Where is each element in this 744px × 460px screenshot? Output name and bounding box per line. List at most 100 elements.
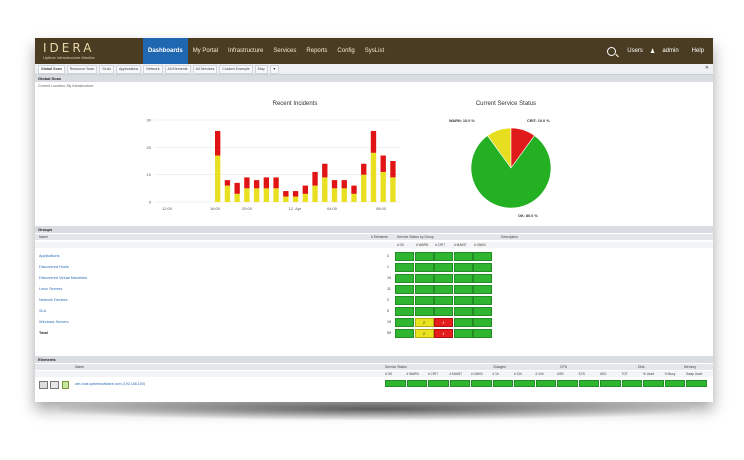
group-status-cell[interactable] <box>453 318 473 327</box>
search-icon[interactable] <box>607 46 617 56</box>
group-status-cell[interactable] <box>473 307 492 316</box>
group-status-cell[interactable] <box>434 285 453 294</box>
group-status-cell[interactable] <box>453 285 473 294</box>
monitor-icon[interactable] <box>50 381 59 389</box>
group-status-cell[interactable] <box>395 263 414 272</box>
element-status-cell[interactable] <box>492 380 513 387</box>
element-status-cell[interactable] <box>578 380 599 387</box>
help-link[interactable]: Help <box>691 48 704 54</box>
group-status-cell[interactable] <box>395 307 414 316</box>
group-status-cell[interactable] <box>414 285 434 294</box>
element-status-cell[interactable] <box>449 380 470 387</box>
group-status-cell[interactable] <box>434 296 453 305</box>
group-status-cell[interactable] <box>473 296 492 305</box>
group-status-cell[interactable] <box>473 318 492 327</box>
tab-map[interactable]: Map <box>254 64 268 74</box>
group-status-cell[interactable] <box>414 263 434 272</box>
group-name-link[interactable]: Network Devices <box>39 298 68 302</box>
group-status-cell[interactable]: 4 <box>434 318 453 327</box>
group-status-cell[interactable]: 2 <box>414 329 434 338</box>
group-status-cell[interactable] <box>453 296 473 305</box>
element-status-cell[interactable] <box>621 380 642 387</box>
nav-tab-config[interactable]: Config <box>337 48 355 54</box>
col-elements[interactable]: # Elements <box>371 235 388 239</box>
tab-applications[interactable]: Applications <box>115 64 142 74</box>
col-name[interactable]: Name <box>39 235 49 239</box>
element-status-cell[interactable] <box>406 380 427 387</box>
nav-tab-my-portal[interactable]: My Portal <box>192 48 219 54</box>
group-status-cell[interactable] <box>414 307 434 316</box>
element-status-cell[interactable] <box>686 380 707 387</box>
nav-tab-infrastructure[interactable]: Infrastructure <box>228 48 264 54</box>
group-row[interactable]: Total 59 2 4 <box>35 329 713 339</box>
group-status-cell[interactable] <box>473 252 492 261</box>
group-name-link[interactable]: SLA <box>39 309 47 313</box>
group-status-cell[interactable] <box>434 274 453 283</box>
group-status-cell[interactable] <box>414 296 434 305</box>
group-status-cell[interactable]: 4 <box>434 329 453 338</box>
nav-tab-services[interactable]: Services <box>273 48 297 54</box>
element-status-cell[interactable] <box>535 380 556 387</box>
group-row[interactable]: Windows Servers 19 2 4 <box>35 318 713 328</box>
group-status-cell[interactable] <box>453 252 473 261</box>
graph-icon[interactable] <box>39 381 48 389</box>
element-status-cell[interactable] <box>471 380 492 387</box>
tab-network[interactable]: Network <box>143 64 163 74</box>
group-status-cell[interactable] <box>453 274 473 283</box>
group-status-cell[interactable] <box>414 252 434 261</box>
group-status-cell[interactable] <box>473 285 492 294</box>
group-status-cell[interactable] <box>473 274 492 283</box>
tab-all-services[interactable]: All Services <box>192 64 218 74</box>
element-status-cell[interactable] <box>557 380 578 387</box>
group-name-link[interactable]: Applications <box>39 254 60 258</box>
nav-tab-reports[interactable]: Reports <box>306 48 328 54</box>
group-status-cell[interactable] <box>395 252 414 261</box>
group-status-cell[interactable] <box>395 296 414 305</box>
element-status-cell[interactable] <box>514 380 535 387</box>
group-status-cell[interactable] <box>395 285 414 294</box>
group-name-link[interactable]: Linux Servers <box>39 287 63 291</box>
group-status-cell[interactable] <box>473 263 492 272</box>
group-status-cell[interactable] <box>453 263 473 272</box>
group-status-cell[interactable] <box>395 329 414 338</box>
element-name-link[interactable]: win-host.uptimesoftware.com (192.168.100… <box>75 382 145 386</box>
group-status-cell[interactable] <box>395 318 414 327</box>
element-status-cell[interactable] <box>664 380 685 387</box>
group-status-cell[interactable] <box>453 307 473 316</box>
group-name-link[interactable]: Discovered Hosts <box>39 265 69 269</box>
group-row[interactable]: Discovered Hosts 1 <box>35 263 713 273</box>
group-row[interactable]: Network Devices 2 <box>35 296 713 306</box>
group-row[interactable]: Applications 3 <box>35 252 713 262</box>
group-status-cell[interactable] <box>395 274 414 283</box>
users-link[interactable]: Users <box>627 48 643 54</box>
element-status-cell[interactable] <box>643 380 664 387</box>
group-row[interactable]: Discovered Virtual Machines 19 <box>35 274 713 284</box>
group-status-cell[interactable] <box>434 252 453 261</box>
nav-tab-dashboards[interactable]: Dashboards <box>143 38 188 64</box>
tab-custom-example[interactable]: Custom Example <box>219 64 253 74</box>
close-icon[interactable]: ✕ <box>704 65 709 71</box>
el-col-name[interactable]: Name <box>75 365 85 369</box>
tab-resource-scan[interactable]: Resource Scan <box>66 64 98 74</box>
group-status-cell[interactable] <box>434 263 453 272</box>
group-status-cell[interactable]: 2 <box>414 318 434 327</box>
element-status-cell[interactable] <box>385 380 406 387</box>
group-status-cell[interactable] <box>434 307 453 316</box>
element-status-cell[interactable] <box>428 380 449 387</box>
group-status-cell[interactable] <box>453 329 473 338</box>
add-tab-icon[interactable]: ▼ <box>269 64 280 74</box>
nav-tab-syslist[interactable]: SysList <box>364 48 385 54</box>
element-row[interactable]: win-host.uptimesoftware.com (192.168.100… <box>35 380 713 392</box>
group-name-link[interactable]: Discovered Virtual Machines <box>39 276 88 280</box>
group-row[interactable]: SLA 0 <box>35 307 713 317</box>
element-status-cell[interactable] <box>600 380 621 387</box>
group-name-link[interactable]: Windows Servers <box>39 320 69 324</box>
tab-all-elements[interactable]: All Elements <box>164 64 191 74</box>
group-status-cell[interactable] <box>473 329 492 338</box>
brand-logo[interactable]: IDERA Uptime Infrastructure Monitor <box>35 42 143 60</box>
tab-global-scan[interactable]: Global Scan <box>38 64 65 74</box>
tab-slas[interactable]: SLAs <box>99 64 114 74</box>
admin-link[interactable]: admin <box>662 48 679 54</box>
col-description[interactable]: Description <box>501 235 518 239</box>
group-status-cell[interactable] <box>414 274 434 283</box>
